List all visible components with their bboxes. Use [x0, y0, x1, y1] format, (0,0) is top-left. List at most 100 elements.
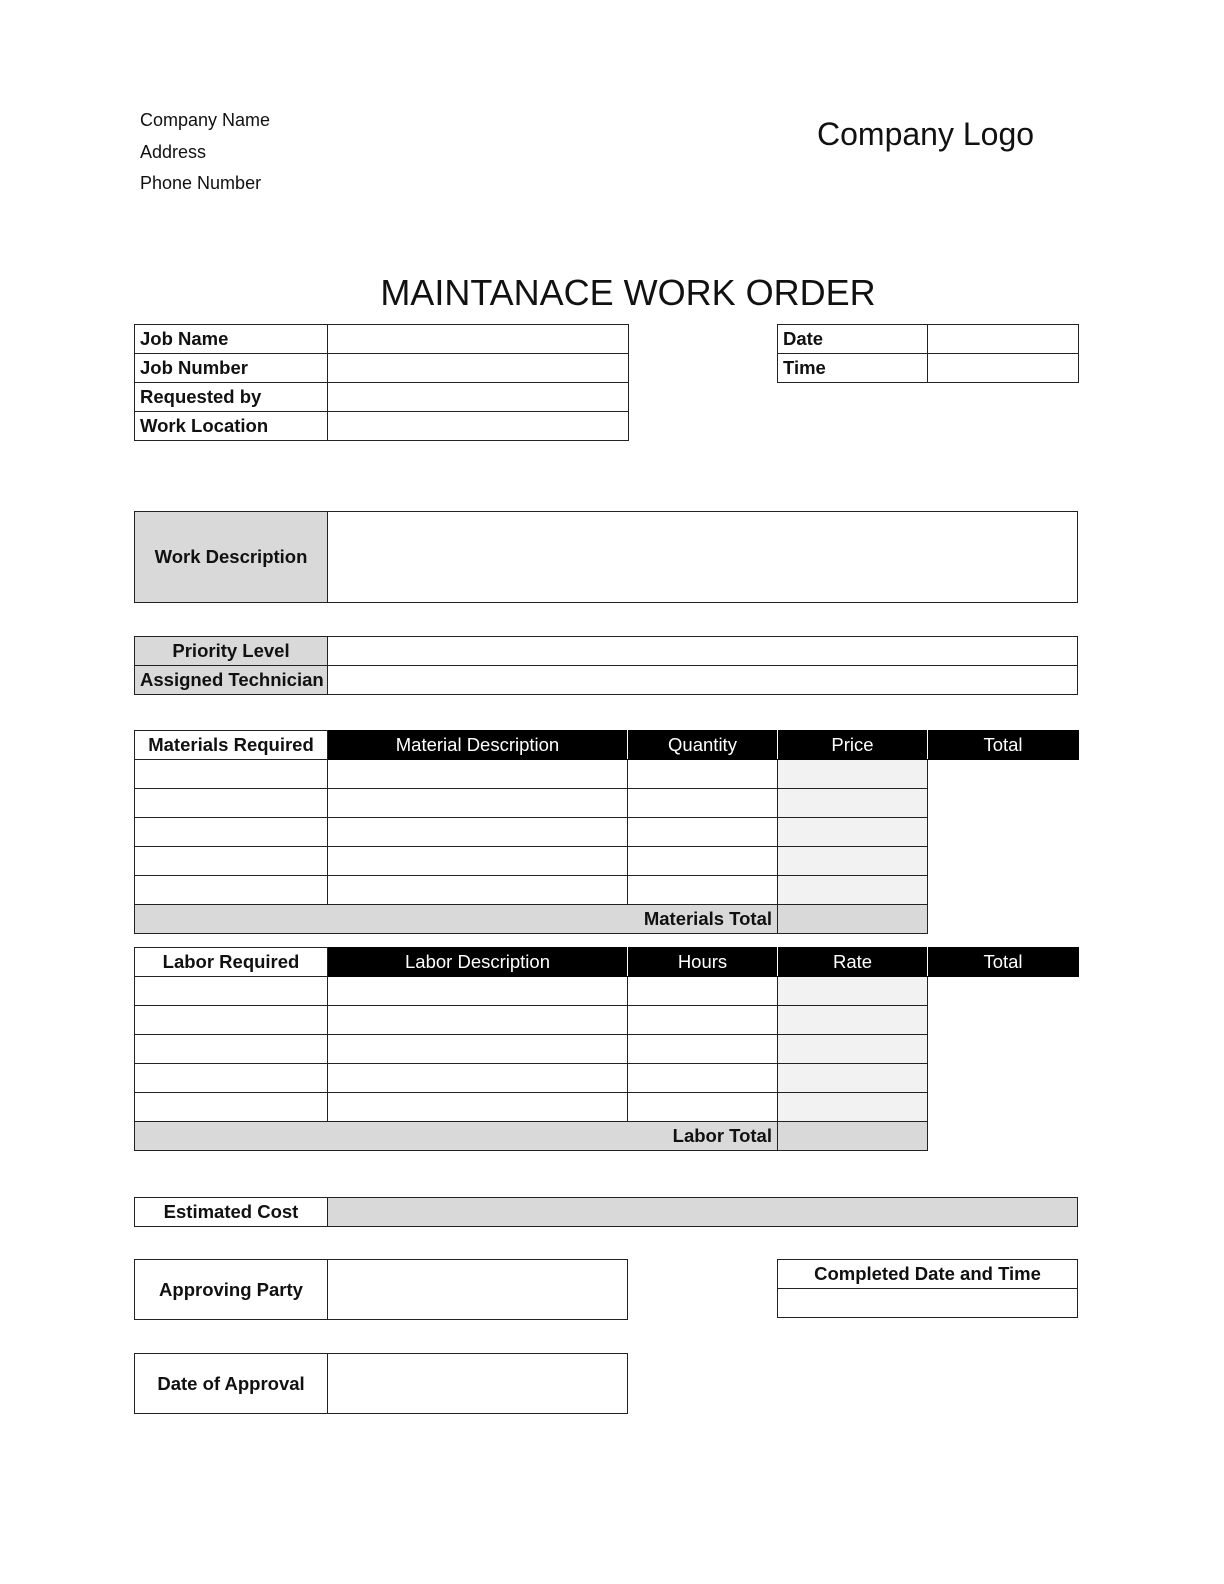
material-row	[134, 846, 1079, 876]
company-name: Company Name	[140, 110, 271, 130]
labor-description-cell[interactable]	[134, 1063, 328, 1093]
assigned-technician-field[interactable]	[327, 665, 1078, 695]
material-row	[134, 788, 1079, 818]
material-price-cell[interactable]	[627, 817, 778, 847]
material-description-cell[interactable]	[134, 817, 328, 847]
labor-row	[134, 1063, 1079, 1093]
time-field[interactable]	[927, 353, 1079, 383]
labor-row	[134, 1092, 1079, 1122]
work-location-field[interactable]	[327, 411, 629, 441]
material-price-cell[interactable]	[627, 875, 778, 905]
page-title: MAINTANACE WORK ORDER	[380, 272, 876, 313]
labor-description-cell[interactable]	[134, 1005, 328, 1035]
completed-table: Completed Date and Time	[777, 1259, 1078, 1318]
job-name-label: Job Name	[134, 324, 328, 354]
materials-total-field[interactable]	[777, 904, 928, 934]
material-qty-cell[interactable]	[327, 817, 628, 847]
materials-labor-table: Materials Required Material Description …	[134, 730, 1079, 934]
priority-table: Priority Level Assigned Technician	[134, 636, 1078, 695]
material-total-cell[interactable]	[777, 875, 928, 905]
labor-price-cell[interactable]	[627, 1063, 778, 1093]
job-number-field[interactable]	[327, 353, 629, 383]
labor-total-cell[interactable]	[777, 1092, 928, 1122]
estimated-cost-field[interactable]	[327, 1197, 1078, 1227]
material-qty-cell[interactable]	[327, 759, 628, 789]
labor-price-cell[interactable]	[627, 1005, 778, 1035]
work-description-label: Work Description	[134, 511, 328, 603]
labor-qty-cell[interactable]	[327, 1005, 628, 1035]
work-description-table: Work Description	[134, 511, 1078, 603]
date-field[interactable]	[927, 324, 1079, 354]
labor-price-cell[interactable]	[627, 976, 778, 1006]
labor-total-field[interactable]	[777, 1121, 928, 1151]
material-description-header: Material Description	[327, 730, 628, 760]
labor-table: Labor Required Labor Description Hours R…	[134, 947, 1079, 1151]
approving-party-table: Approving Party	[134, 1259, 628, 1320]
labor-qty-cell[interactable]	[327, 976, 628, 1006]
estimated-cost-label: Estimated Cost	[134, 1197, 328, 1227]
labor-description-cell[interactable]	[134, 1092, 328, 1122]
material-price-cell[interactable]	[627, 846, 778, 876]
labor-price-cell[interactable]	[627, 1034, 778, 1064]
material-total-cell[interactable]	[777, 759, 928, 789]
labor-qty-cell[interactable]	[327, 1092, 628, 1122]
material-total-cell[interactable]	[777, 817, 928, 847]
approving-party-field[interactable]	[327, 1259, 628, 1320]
labor-total-header: Total	[927, 947, 1079, 977]
material-qty-cell[interactable]	[327, 788, 628, 818]
material-row	[134, 759, 1079, 789]
requested-by-field[interactable]	[327, 382, 629, 412]
completed-date-time-field[interactable]	[777, 1288, 1078, 1318]
assigned-technician-label: Assigned Technician	[134, 665, 328, 695]
labor-description-cell[interactable]	[134, 976, 328, 1006]
labor-total-cell[interactable]	[777, 1034, 928, 1064]
labor-row	[134, 976, 1079, 1006]
approving-party-label: Approving Party	[134, 1259, 328, 1320]
quantity-header: Quantity	[627, 730, 778, 760]
material-row	[134, 817, 1079, 847]
date-label: Date	[777, 324, 928, 354]
work-location-label: Work Location	[134, 411, 328, 441]
labor-total-cell[interactable]	[777, 976, 928, 1006]
materials-required-label: Materials Required	[134, 730, 328, 760]
labor-total-cell[interactable]	[777, 1005, 928, 1035]
job-info-table: Job Name Job Number Requested by Work Lo…	[134, 324, 629, 441]
labor-row	[134, 1034, 1079, 1064]
material-qty-cell[interactable]	[327, 875, 628, 905]
labor-required-label: Labor Required	[134, 947, 328, 977]
date-of-approval-field[interactable]	[327, 1353, 628, 1414]
material-total-cell[interactable]	[777, 788, 928, 818]
labor-total-label: Labor Total	[134, 1121, 778, 1151]
labor-description-cell[interactable]	[134, 1034, 328, 1064]
company-phone: Phone Number	[140, 173, 262, 193]
material-qty-cell[interactable]	[327, 846, 628, 876]
priority-level-field[interactable]	[327, 636, 1078, 666]
material-description-cell[interactable]	[134, 788, 328, 818]
company-logo: Company Logo	[817, 116, 1035, 152]
material-price-cell[interactable]	[627, 788, 778, 818]
hours-header: Hours	[627, 947, 778, 977]
materials-total-label: Materials Total	[134, 904, 778, 934]
work-description-field[interactable]	[327, 511, 1078, 603]
job-name-field[interactable]	[327, 324, 629, 354]
material-total-cell[interactable]	[777, 846, 928, 876]
material-price-cell[interactable]	[627, 759, 778, 789]
material-description-cell[interactable]	[134, 846, 328, 876]
material-total-header: Total	[927, 730, 1079, 760]
labor-price-cell[interactable]	[627, 1092, 778, 1122]
labor-total-cell[interactable]	[777, 1063, 928, 1093]
date-of-approval-label: Date of Approval	[134, 1353, 328, 1414]
rate-header: Rate	[777, 947, 928, 977]
labor-qty-cell[interactable]	[327, 1034, 628, 1064]
priority-level-label: Priority Level	[134, 636, 328, 666]
labor-qty-cell[interactable]	[327, 1063, 628, 1093]
completed-date-time-label: Completed Date and Time	[777, 1259, 1078, 1289]
company-address: Address	[140, 142, 207, 162]
material-description-cell[interactable]	[134, 875, 328, 905]
time-label: Time	[777, 353, 928, 383]
date-time-table: Date Time	[777, 324, 1079, 383]
job-number-label: Job Number	[134, 353, 328, 383]
material-description-cell[interactable]	[134, 759, 328, 789]
labor-description-header: Labor Description	[327, 947, 628, 977]
date-of-approval-table: Date of Approval	[134, 1353, 628, 1414]
